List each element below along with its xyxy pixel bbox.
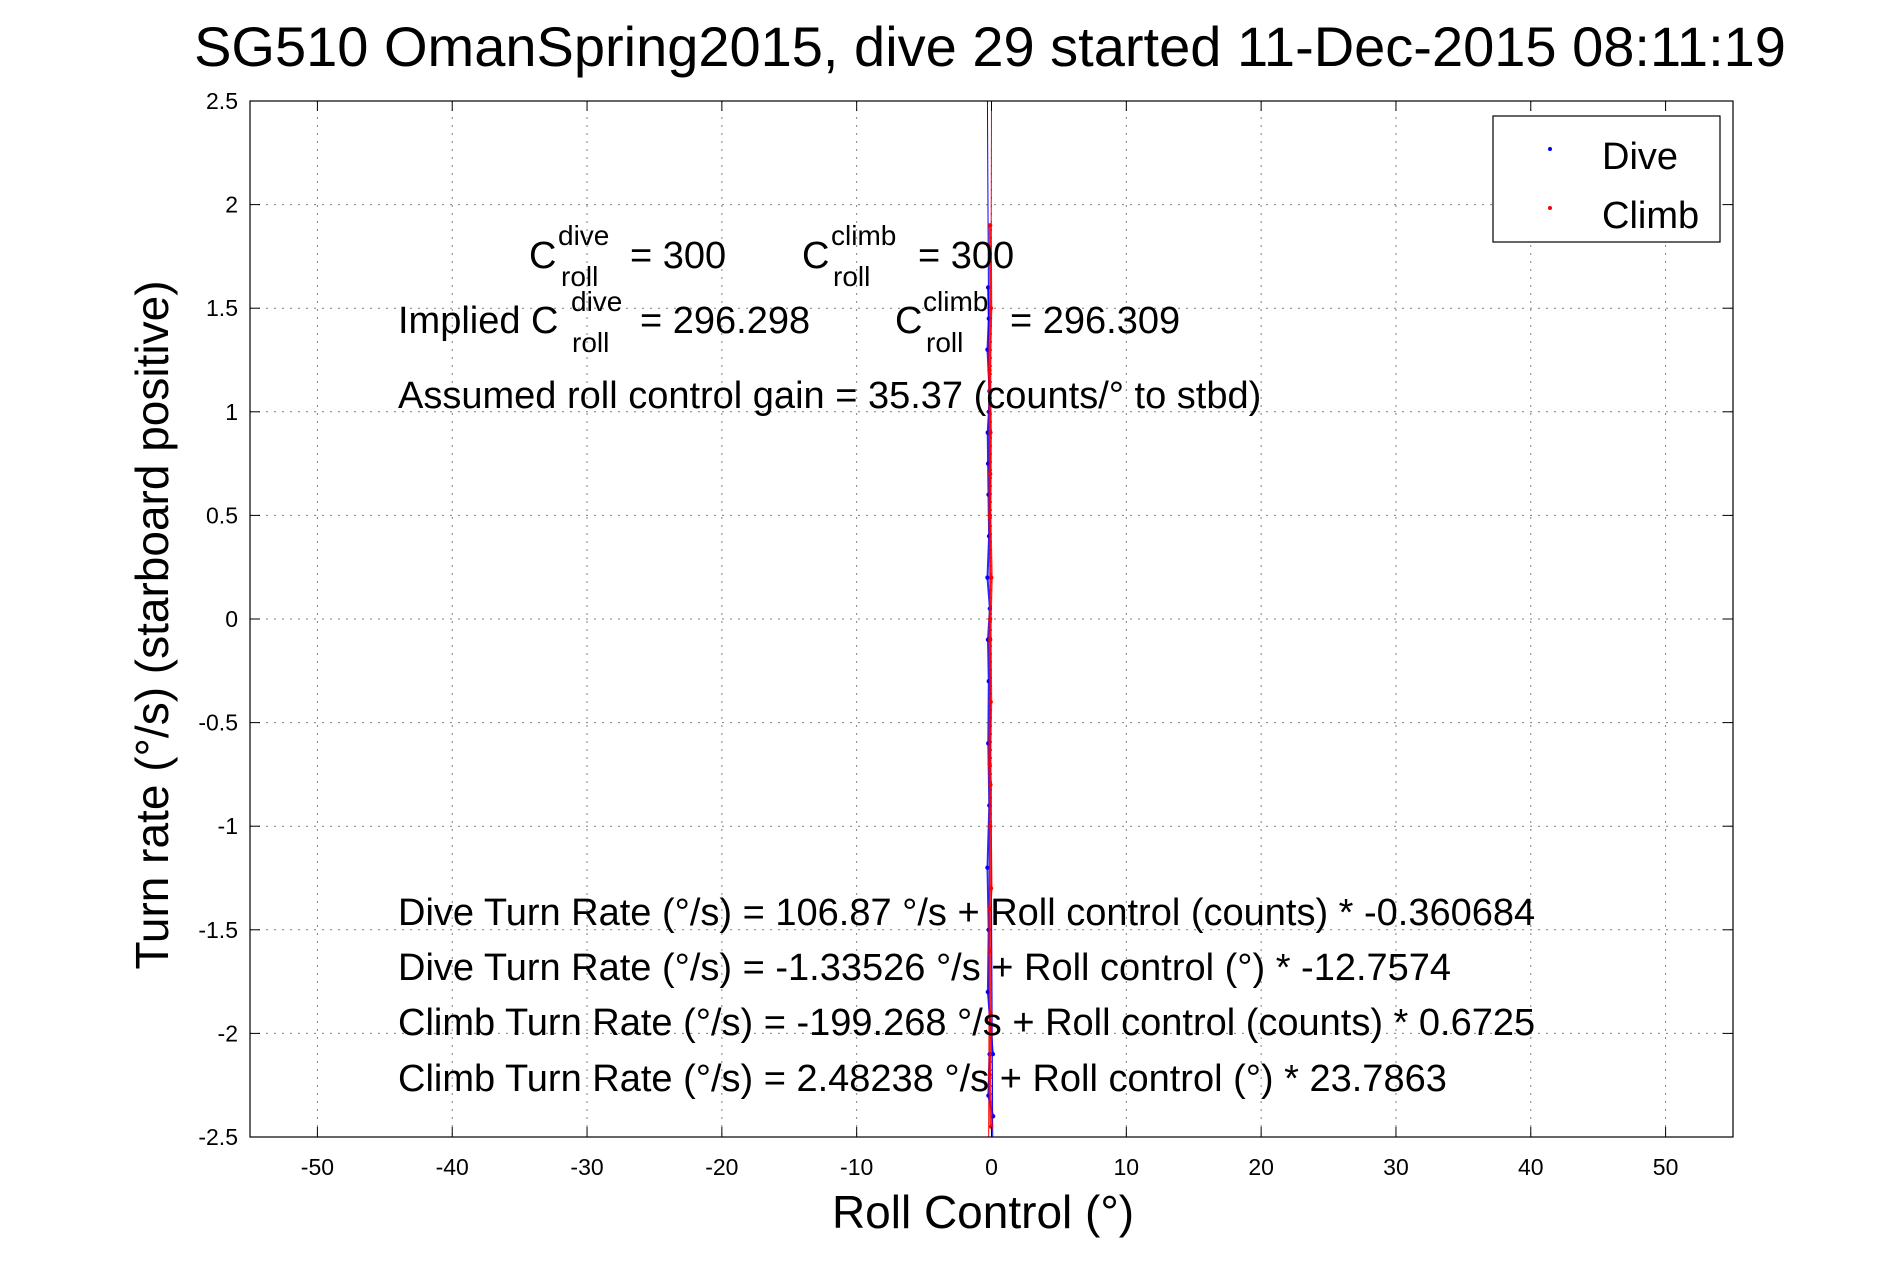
data-point-climb (988, 1031, 993, 1036)
data-point-climb (987, 471, 993, 477)
data-point-dive (985, 575, 990, 580)
x-tick-label: 50 (1653, 1154, 1679, 1180)
c-climb-letter: C (802, 235, 829, 277)
implied-climb-sup: climb (923, 286, 988, 317)
fit-annotation-2: Dive Turn Rate (°/s) = -1.33526 °/s + Ro… (398, 947, 1451, 989)
data-point-climb (989, 575, 994, 580)
data-point-climb (987, 368, 992, 373)
data-point-climb (988, 430, 993, 435)
y-tick-label: -1.5 (198, 917, 238, 943)
data-point-climb (987, 948, 993, 953)
data-point-dive (985, 865, 990, 870)
x-tick-label: -50 (301, 1154, 334, 1180)
gain-annotation: Assumed roll control gain = 35.37 (count… (398, 375, 1261, 417)
data-point-climb (988, 306, 994, 311)
x-tick-label: -40 (436, 1154, 469, 1180)
c-roll-annotations: C dive roll = 300 C climb roll = 300 Imp… (398, 220, 1180, 358)
data-point-climb (988, 782, 993, 787)
data-point-climb (987, 616, 993, 622)
c-dive-value: = 300 (630, 235, 726, 277)
y-tick-label: 2.5 (206, 88, 238, 114)
c-climb-sup: climb (831, 220, 896, 251)
c-climb-sub: roll (833, 261, 870, 292)
y-tick-label: 0.5 (206, 502, 238, 528)
y-tick-label: -1 (218, 813, 238, 839)
x-tick-label: 0 (985, 1154, 998, 1180)
y-tick-label: 0 (225, 606, 238, 632)
x-tick-label: 20 (1248, 1154, 1274, 1180)
legend: Dive Climb (1492, 115, 1721, 243)
data-point-climb (987, 223, 993, 228)
data-point-climb (988, 1124, 994, 1129)
implied-dive-sup: dive (571, 286, 622, 317)
data-point-climb (987, 637, 993, 642)
legend-marker-climb (1548, 206, 1552, 210)
implied-dive-sub: roll (572, 327, 609, 358)
data-point-climb (987, 513, 993, 518)
data-point-climb (988, 824, 993, 829)
data-point-climb (987, 906, 993, 912)
data-point-climb (988, 1010, 993, 1015)
data-point-climb (987, 1072, 992, 1078)
x-tick-label: -30 (570, 1154, 603, 1180)
x-tick-label: -10 (840, 1154, 873, 1180)
y-tick-label: -2.5 (198, 1124, 238, 1150)
implied-climb-letter: C (895, 300, 922, 342)
x-tick-label: -20 (705, 1154, 738, 1180)
legend-label-dive: Dive (1602, 136, 1678, 178)
legend-box (1492, 115, 1721, 243)
data-point-climb (988, 699, 993, 705)
data-point-climb (987, 761, 992, 767)
y-axis-label: Turn rate (°/s) (starboard positive) (126, 280, 178, 969)
y-tick-label: -2 (218, 1020, 238, 1046)
x-axis-label: Roll Control (°) (832, 1186, 1134, 1238)
ticks: -50 -40 -30 -20 -10 0 10 20 30 40 50-2.5-2-1.5-1-0… (198, 88, 1733, 1180)
fit-annotations: Dive Turn Rate (°/s) = 106.87 °/s + Roll… (398, 892, 1535, 1100)
fit-annotation-4: Climb Turn Rate (°/s) = 2.48238 °/s + Ro… (398, 1058, 1447, 1100)
x-tick-label: 40 (1518, 1154, 1544, 1180)
y-tick-label: -0.5 (198, 710, 238, 736)
y-tick-label: 2 (225, 192, 238, 218)
implied-climb-value: = 296.309 (1010, 300, 1180, 342)
data-point-climb (988, 886, 994, 891)
implied-dive-value: = 296.298 (640, 300, 810, 342)
fit-annotation-3: Climb Turn Rate (°/s) = -199.268 °/s + R… (398, 1002, 1535, 1044)
c-dive-letter: C (529, 235, 556, 277)
y-tick-label: 1 (225, 399, 238, 425)
x-tick-label: 30 (1383, 1154, 1409, 1180)
c-dive-sup: dive (558, 220, 609, 251)
y-tick-label: 1.5 (206, 295, 238, 321)
fit-annotation-1: Dive Turn Rate (°/s) = 106.87 °/s + Roll… (398, 892, 1535, 934)
implied-dive-prefix: Implied C (398, 300, 559, 342)
legend-label-climb: Climb (1602, 195, 1699, 237)
series-trace-climb (987, 225, 993, 1127)
data-points (985, 100, 996, 1138)
implied-climb-sub: roll (926, 327, 963, 358)
c-dive-sub: roll (561, 261, 598, 292)
legend-marker-dive (1548, 147, 1552, 151)
c-climb-value: = 300 (918, 235, 1014, 277)
chart-title: SG510 OmanSpring2015, dive 29 started 11… (194, 15, 1786, 78)
x-tick-label: 10 (1114, 1154, 1140, 1180)
data-point-dive (990, 1051, 996, 1057)
